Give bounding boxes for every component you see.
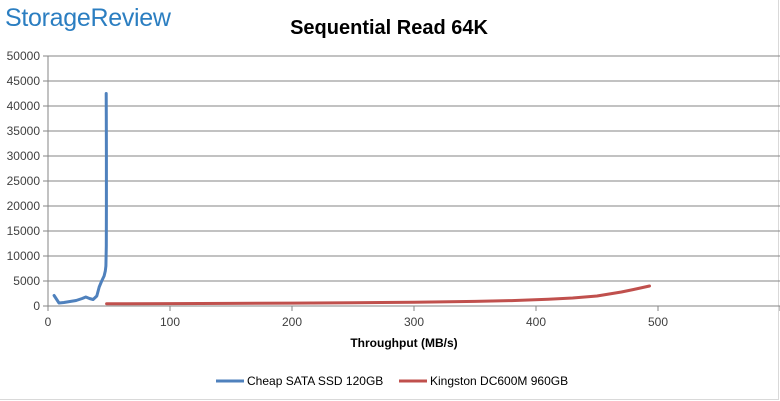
legend: Cheap SATA SSD 120GB Kingston DC600M 960G… — [216, 374, 568, 388]
legend-label-1: Cheap SATA SSD 120GB — [247, 374, 383, 388]
series-line-2 — [105, 284, 651, 306]
x-tick-label: 400 — [526, 315, 546, 329]
x-tick-labels: 0 100 200 300 400 500 — [45, 315, 669, 329]
y-tick-label: 0 — [33, 299, 40, 313]
y-tick-label: 5000 — [13, 274, 40, 288]
y-tick-label: 10000 — [7, 249, 41, 263]
chart-title: Sequential Read 64K — [290, 17, 488, 39]
legend-label-2: Kingston DC600M 960GB — [430, 374, 568, 388]
y-tick-label: 30000 — [7, 149, 41, 163]
y-tick-label: 25000 — [7, 174, 41, 188]
y-tick-label: 50000 — [7, 49, 41, 63]
axes — [43, 55, 780, 311]
x-tick-label: 300 — [404, 315, 424, 329]
y-tick-labels: 0 5000 10000 15000 20000 25000 30000 35000 40000… — [7, 49, 41, 313]
x-tick-label: 200 — [282, 315, 302, 329]
x-tick-label: 100 — [160, 315, 180, 329]
y-tick-label: 15000 — [7, 224, 41, 238]
x-tick-label: 500 — [648, 315, 668, 329]
y-tick-label: 40000 — [7, 99, 41, 113]
y-tick-label: 35000 — [7, 124, 41, 138]
storagereview-logo: StorageReview — [5, 4, 171, 32]
y-tick-label: 45000 — [7, 74, 41, 88]
x-tick-label: 0 — [45, 315, 52, 329]
x-axis-label: Throughput (MB/s) — [350, 336, 457, 350]
y-tick-label: 20000 — [7, 199, 41, 213]
gridlines — [48, 55, 780, 282]
series-line-1 — [52, 92, 108, 305]
series-lines — [52, 92, 651, 306]
